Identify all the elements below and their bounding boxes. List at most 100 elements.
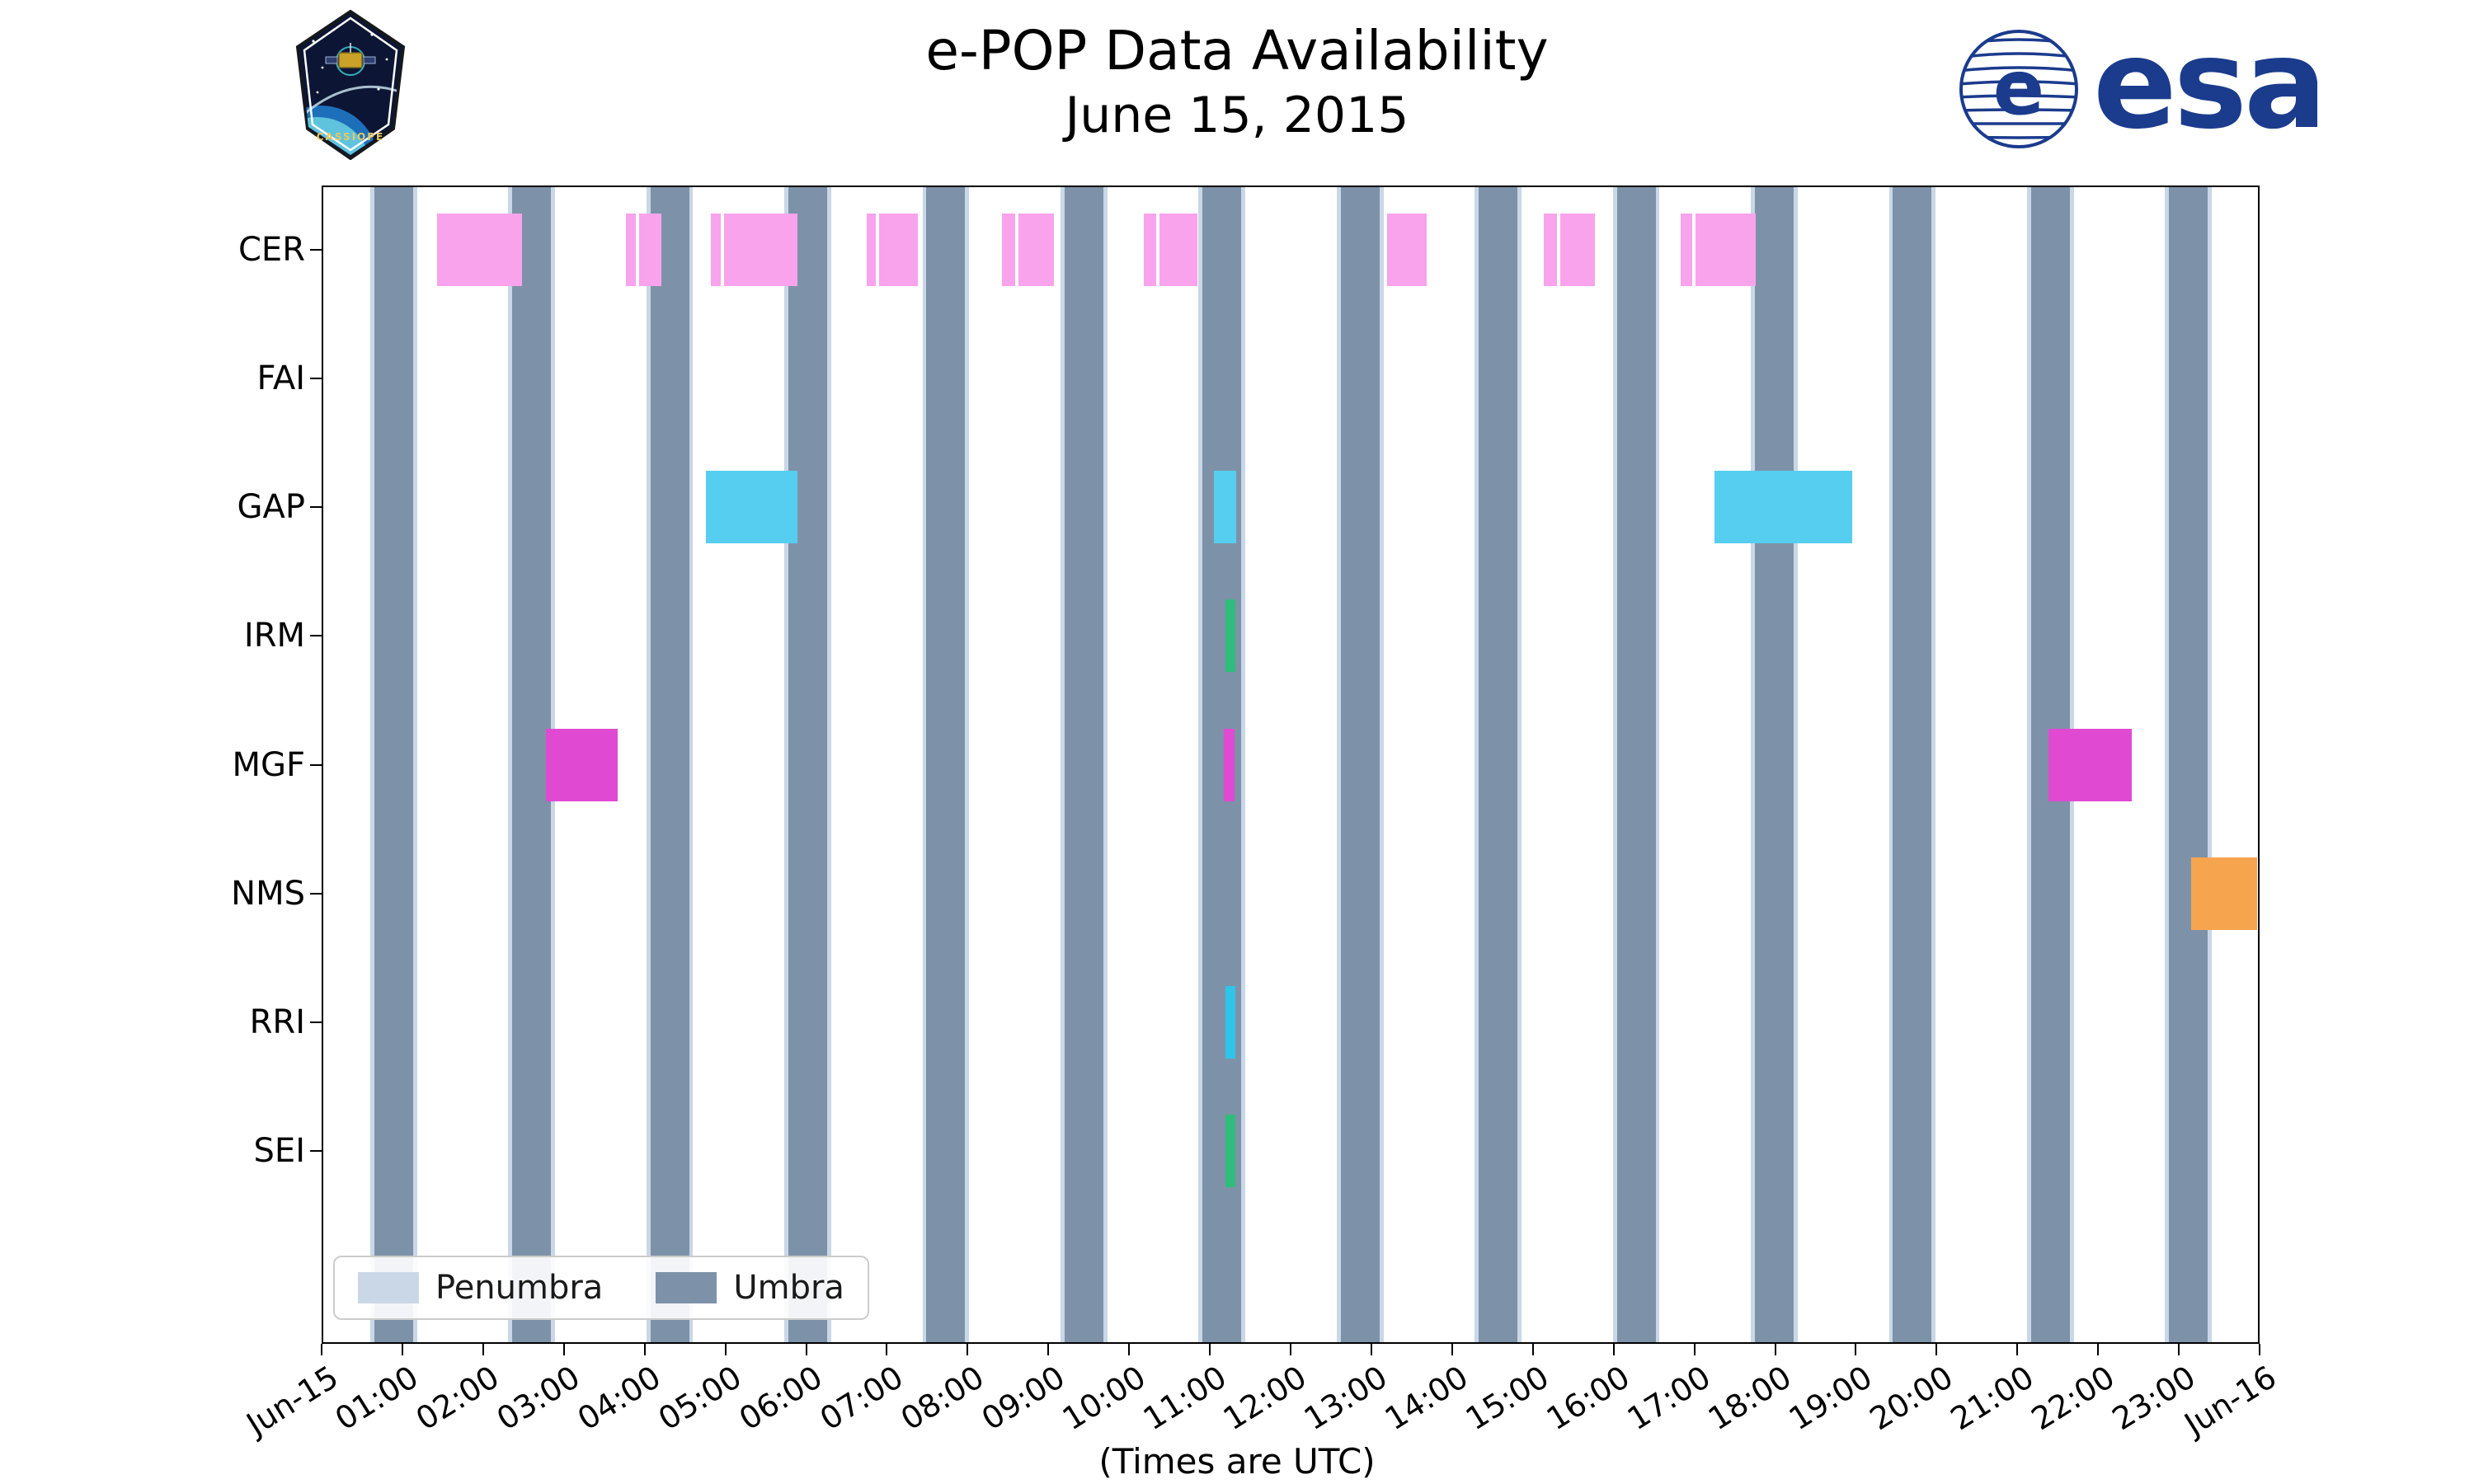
cassiope-patch-label: CASSIOPE <box>317 131 385 143</box>
x-tick <box>886 1344 888 1355</box>
penumbra-band <box>2165 186 2170 1344</box>
x-tick-label: 07:00 <box>813 1359 910 1438</box>
esa-logo-graphic: e esa <box>1959 13 2327 157</box>
legend-item-umbra: Umbra <box>656 1269 844 1307</box>
y-tick <box>310 1149 322 1152</box>
data-bar-nms <box>2190 857 2258 930</box>
x-tick-label: 22:00 <box>2025 1359 2121 1438</box>
y-axis-label-sei: SEI <box>253 1131 305 1170</box>
availability-plot-area: Penumbra Umbra Jun-15 01:00 02:00 03:00 04:0… <box>231 186 2282 1443</box>
x-tick-label: 19:00 <box>1782 1359 1879 1438</box>
data-bar-mgf <box>2048 728 2133 801</box>
umbra-band <box>1479 186 1518 1344</box>
umbra-band <box>2169 186 2208 1344</box>
x-tick <box>1855 1344 1857 1355</box>
x-axis-label: (Times are UTC) <box>1098 1441 1376 1482</box>
x-tick <box>321 1344 322 1355</box>
penumbra-band <box>508 186 513 1344</box>
x-tick-label: 16:00 <box>1540 1359 1636 1438</box>
x-tick-label: 06:00 <box>732 1359 829 1438</box>
data-bar-rri <box>1225 985 1236 1059</box>
legend: Penumbra Umbra <box>333 1256 869 1320</box>
umbra-band <box>512 186 552 1344</box>
penumbra-band <box>784 186 788 1344</box>
penumbra-band <box>1931 186 1936 1344</box>
cassiope-patch-graphic: CASSIOPE <box>295 9 406 161</box>
umbra-band <box>926 186 966 1344</box>
y-axis-label-rri: RRI <box>249 1003 305 1041</box>
x-tick <box>1128 1344 1131 1355</box>
penumbra-band <box>1517 186 1522 1344</box>
x-tick <box>1612 1344 1615 1355</box>
x-tick <box>967 1344 969 1355</box>
chart-header: e-POP Data Availability June 15, 2015 <box>0 20 2474 144</box>
x-tick-label: 17:00 <box>1620 1359 1717 1438</box>
x-tick <box>724 1344 727 1355</box>
x-tick-label: 13:00 <box>1298 1359 1395 1438</box>
x-tick <box>2097 1344 2100 1355</box>
x-tick-label: 01:00 <box>329 1359 426 1438</box>
x-tick <box>1047 1344 1050 1355</box>
y-tick <box>310 892 322 895</box>
penumbra-band <box>412 186 417 1344</box>
umbra-band <box>650 186 689 1344</box>
x-tick <box>1531 1344 1534 1355</box>
y-axis-label-mgf: MGF <box>232 745 305 784</box>
data-bar-cer <box>1002 214 1016 287</box>
cassiope-mission-patch: CASSIOPE <box>293 9 408 163</box>
umbra-band <box>1616 186 1656 1344</box>
x-tick-label: 10:00 <box>1056 1359 1152 1438</box>
data-bar-cer <box>1386 214 1427 287</box>
penumbra-band <box>1336 186 1341 1344</box>
y-tick <box>310 635 322 637</box>
x-tick-label: 15:00 <box>1459 1359 1556 1438</box>
x-tick <box>562 1344 565 1355</box>
data-bar-cer <box>1680 214 1692 287</box>
x-tick-label: 08:00 <box>894 1359 990 1438</box>
penumbra-band <box>689 186 694 1344</box>
x-tick-label: 03:00 <box>490 1359 587 1438</box>
y-axis-label-gap: GAP <box>237 488 305 527</box>
x-tick <box>1451 1344 1453 1355</box>
x-tick-label: 21:00 <box>1944 1359 2040 1438</box>
esa-wordmark: esa <box>2093 23 2317 155</box>
y-tick <box>310 1021 322 1023</box>
x-tick <box>2178 1344 2180 1355</box>
penumbra-band <box>1655 186 1660 1344</box>
legend-swatch-penumbra <box>358 1272 419 1303</box>
y-axis-label-fai: FAI <box>256 359 306 398</box>
x-tick-label: 05:00 <box>651 1359 748 1438</box>
x-tick <box>1370 1344 1372 1355</box>
x-tick-label: 18:00 <box>1701 1359 1798 1438</box>
penumbra-band <box>1888 186 1893 1344</box>
data-bar-mgf <box>546 728 618 801</box>
penumbra-band <box>369 186 374 1344</box>
data-bar-cer <box>866 214 876 287</box>
y-axis-label-nms: NMS <box>231 874 305 913</box>
data-bar-gap <box>1213 471 1237 544</box>
data-bar-cer <box>437 214 522 287</box>
umbra-band <box>1755 186 1794 1344</box>
x-tick-label: 11:00 <box>1136 1359 1233 1438</box>
umbra-band <box>1340 186 1380 1344</box>
data-bar-cer <box>1143 214 1157 287</box>
penumbra-band <box>1379 186 1384 1344</box>
y-tick <box>310 506 322 509</box>
y-tick <box>310 763 322 766</box>
x-tick <box>401 1344 403 1355</box>
x-tick-label: 09:00 <box>975 1359 1071 1438</box>
x-tick-label: Jun-15 <box>240 1359 345 1443</box>
penumbra-band <box>1198 186 1203 1344</box>
legend-item-penumbra: Penumbra <box>358 1269 603 1307</box>
x-tick-label: 12:00 <box>1217 1359 1314 1438</box>
penumbra-band <box>1794 186 1798 1344</box>
x-tick-label: 02:00 <box>409 1359 506 1438</box>
umbra-band <box>374 186 413 1344</box>
penumbra-band <box>826 186 831 1344</box>
penumbra-band <box>646 186 651 1344</box>
data-bar-sei <box>1225 1114 1236 1187</box>
penumbra-band <box>965 186 970 1344</box>
chart-title: e-POP Data Availability <box>925 19 1549 82</box>
penumbra-band <box>2208 186 2213 1344</box>
x-tick <box>2016 1344 2019 1355</box>
